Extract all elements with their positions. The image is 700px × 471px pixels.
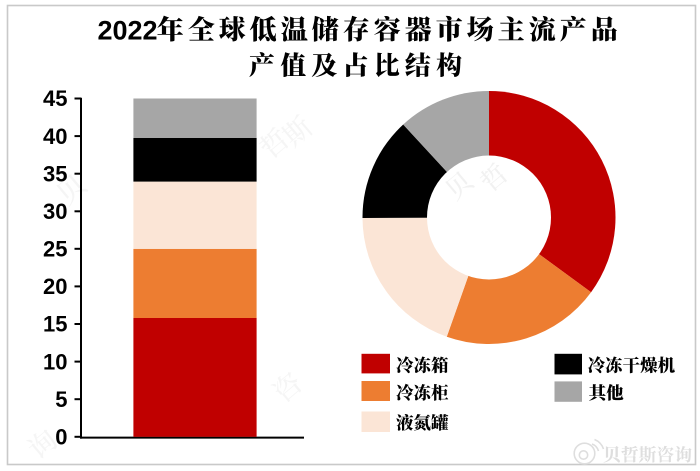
svg-text:30: 30	[43, 199, 67, 224]
svg-text:15: 15	[43, 312, 67, 337]
svg-text:45: 45	[43, 86, 67, 111]
svg-text:20: 20	[43, 274, 67, 299]
svg-text:35: 35	[43, 161, 67, 186]
svg-text:2022: 2022	[98, 16, 158, 46]
svg-text:5: 5	[55, 387, 67, 412]
svg-text:10: 10	[43, 349, 67, 374]
svg-text:25: 25	[43, 237, 67, 262]
svg-text:40: 40	[43, 124, 67, 149]
svg-text:0: 0	[55, 425, 67, 450]
